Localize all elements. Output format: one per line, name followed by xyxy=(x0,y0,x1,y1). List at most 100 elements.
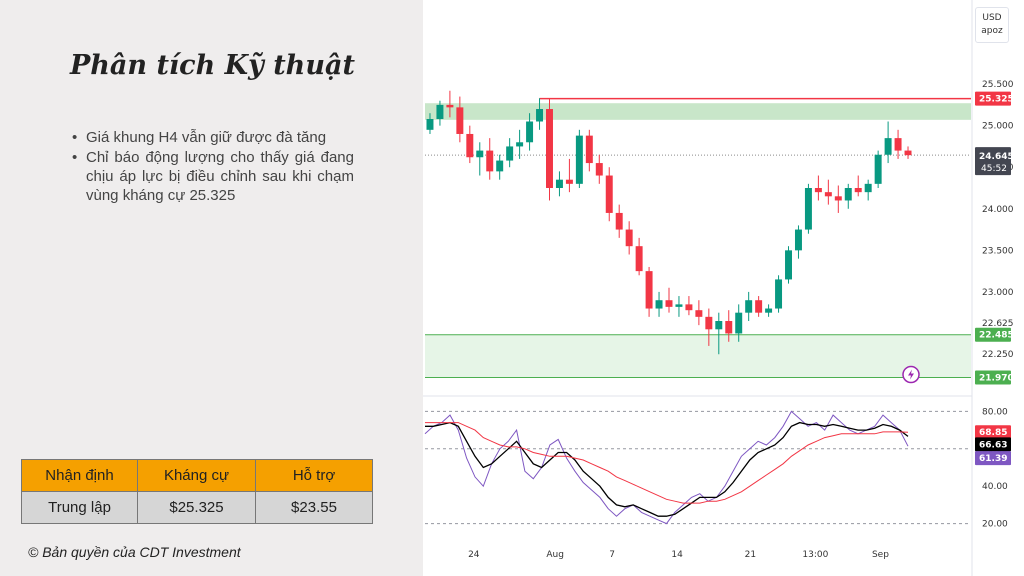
cell-assessment: Trung lập xyxy=(21,491,138,524)
candle-body xyxy=(655,300,663,309)
x-axis-label: 21 xyxy=(745,550,756,560)
chart-panel[interactable]: 25.50025.00024.50024.00023.50023.00022.6… xyxy=(423,0,1024,576)
candle-body xyxy=(785,250,792,280)
price-tick-label: 24.000 xyxy=(982,205,1014,215)
candle-body xyxy=(546,109,553,188)
price-tick-label: 25.500 xyxy=(982,80,1014,90)
candle-body xyxy=(804,187,812,230)
candle-body xyxy=(555,179,563,188)
indicator-value-label-bg xyxy=(975,437,1011,452)
candle-body xyxy=(854,187,862,193)
candle-body xyxy=(705,316,713,330)
candle-body xyxy=(725,320,733,334)
indicator-value-label: 66.63 xyxy=(979,440,1007,450)
indicator-tick-label: 80.00 xyxy=(982,407,1008,417)
candle-body xyxy=(695,310,703,317)
price-chart-svg[interactable]: 25.50025.00024.50024.00023.50023.00022.6… xyxy=(423,0,1024,576)
candle-body xyxy=(794,229,802,251)
slide-left-panel: Phân tích Kỹ thuật Giá khung H4 vẫn giữ … xyxy=(0,0,423,576)
analysis-bullet-list: Giá khung H4 vẫn giữ được đà tăng Chỉ bá… xyxy=(72,128,354,206)
bullet-item: Chỉ báo động lượng cho thấy giá đang chị… xyxy=(72,148,354,205)
currency-selector[interactable]: USD apoz xyxy=(975,7,1009,43)
indicator-value-label-bg xyxy=(975,425,1011,440)
candle-body xyxy=(675,304,683,307)
currency-label: USD xyxy=(982,13,1002,23)
indicator-tick-label: 20.00 xyxy=(982,520,1008,530)
candle-body xyxy=(775,279,783,309)
candle-body xyxy=(745,300,753,313)
x-axis-label: 7 xyxy=(609,550,615,560)
candle-body xyxy=(864,183,872,193)
price-tick-label: 22.250 xyxy=(982,350,1014,360)
slide-title: Phân tích Kỹ thuật xyxy=(70,50,355,81)
cell-support: $23.55 xyxy=(255,491,373,524)
candle-body xyxy=(426,119,434,130)
indicator-series-line xyxy=(425,422,909,504)
summary-table: Nhận định Kháng cự Hỗ trợ Trung lập $25.… xyxy=(21,459,373,524)
candle-body xyxy=(506,146,514,161)
candle-body xyxy=(476,150,484,158)
candle-body xyxy=(884,138,892,155)
candle-body xyxy=(755,300,763,313)
candle-body xyxy=(516,142,524,147)
candle-body xyxy=(665,300,673,307)
price-tick-label: 22.625 xyxy=(982,319,1014,329)
header-assessment: Nhận định xyxy=(21,459,138,492)
candle-body xyxy=(715,320,723,330)
candle-body xyxy=(615,212,623,230)
indicator-series-line xyxy=(425,421,909,517)
x-axis-label: 14 xyxy=(671,550,683,560)
candle-body xyxy=(904,150,912,156)
header-support: Hỗ trợ xyxy=(255,459,373,492)
x-axis-label: 24 xyxy=(468,550,480,560)
x-axis-label: 13:00 xyxy=(802,550,828,560)
candle-body xyxy=(844,187,852,201)
indicator-value-label: 61.39 xyxy=(979,454,1007,464)
account-label: apoz xyxy=(981,26,1003,36)
lightning-glyph xyxy=(908,369,914,380)
indicator-value-label: 68.85 xyxy=(979,428,1007,438)
resistance-price-label-bg xyxy=(975,91,1011,106)
support-bottom-price-label-bg xyxy=(975,370,1011,385)
indicator-tick-label: 40.00 xyxy=(982,482,1008,492)
candle-body xyxy=(834,196,842,201)
zone-band xyxy=(425,334,971,378)
candle-body xyxy=(645,271,653,309)
copyright-text: © Bản quyền của CDT Investment xyxy=(28,544,241,560)
current-price-label: 24.645 xyxy=(979,152,1014,162)
current-price-label-bg xyxy=(975,147,1011,176)
price-tick-label: 25.000 xyxy=(982,122,1014,132)
candle-body xyxy=(575,135,583,184)
candle-body xyxy=(735,312,743,334)
candle-body xyxy=(765,308,773,313)
support-top-price-label: 22.485 xyxy=(979,331,1014,341)
x-axis-label: Aug xyxy=(546,550,564,560)
candle-body xyxy=(585,135,593,164)
zone-band xyxy=(425,103,971,120)
candle-body xyxy=(446,104,454,108)
candle-body xyxy=(466,133,474,158)
candle-body xyxy=(874,154,882,184)
summary-table-header: Nhận định Kháng cự Hỗ trợ xyxy=(21,459,373,492)
cell-resistance: $25.325 xyxy=(137,491,256,524)
support-bottom-price-label: 21.970 xyxy=(979,374,1014,384)
countdown-label: 45:52 xyxy=(981,164,1007,174)
resistance-price-label: 25.325 xyxy=(979,95,1014,105)
candle-body xyxy=(605,175,613,213)
candle-body xyxy=(565,179,573,184)
price-tick-label: 23.500 xyxy=(982,246,1014,256)
header-resistance: Kháng cự xyxy=(137,459,256,492)
candle-body xyxy=(595,163,603,176)
candle-body xyxy=(635,246,643,272)
summary-table-row: Trung lập $25.325 $23.55 xyxy=(21,491,373,524)
support-top-price-label-bg xyxy=(975,327,1011,342)
indicator-value-label-bg xyxy=(975,451,1011,466)
candle-body xyxy=(486,150,494,172)
candle-body xyxy=(894,138,902,151)
bullet-item: Giá khung H4 vẫn giữ được đà tăng xyxy=(72,128,354,147)
price-tick-label: 23.000 xyxy=(982,288,1014,298)
candle-body xyxy=(625,229,633,247)
candle-body xyxy=(814,187,822,193)
candle-body xyxy=(536,109,544,122)
candle-body xyxy=(436,104,444,120)
